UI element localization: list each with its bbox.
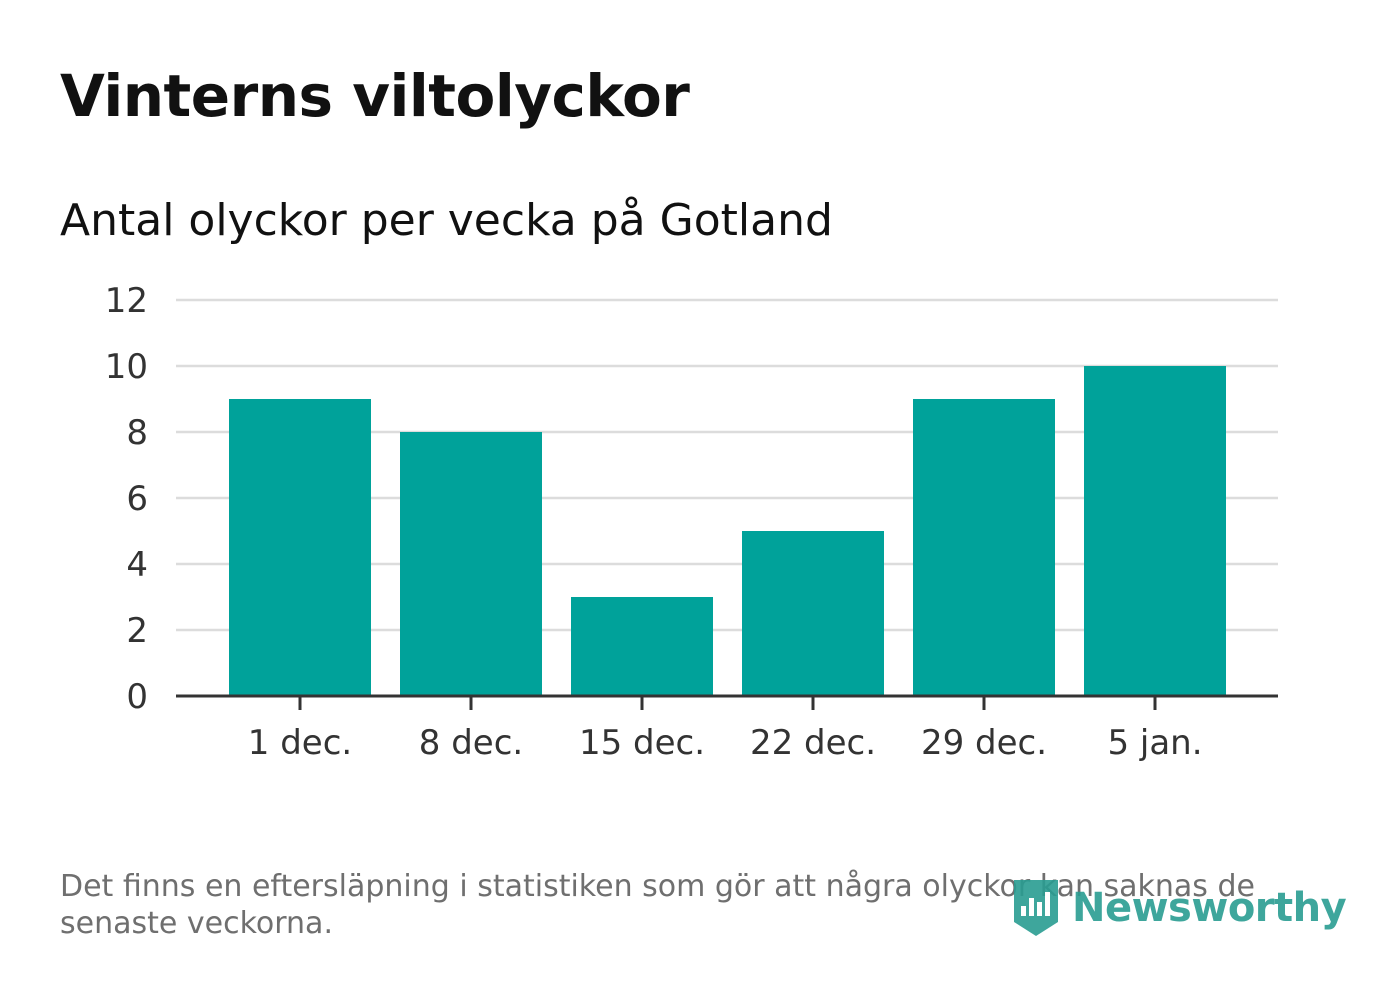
bar bbox=[742, 531, 884, 696]
y-tick-label: 12 bbox=[105, 281, 148, 321]
brand-logo: Newsworthy bbox=[1010, 876, 1347, 940]
y-tick-label: 10 bbox=[105, 347, 148, 387]
x-tick-label: 15 dec. bbox=[579, 723, 705, 763]
y-tick-label: 6 bbox=[126, 479, 148, 519]
x-tick-label: 29 dec. bbox=[921, 723, 1047, 763]
chart-title: Vinterns viltolyckor bbox=[60, 62, 690, 130]
bar bbox=[571, 597, 713, 696]
x-tick-label: 22 dec. bbox=[750, 723, 876, 763]
bar-chart-badge-icon bbox=[1014, 880, 1058, 936]
bar bbox=[400, 432, 542, 696]
x-tick-label: 5 jan. bbox=[1107, 723, 1202, 763]
bar-chart: 0 2 4 6 8 10 12 1 dec. 8 dec. 15 dec. 22 dec. 29 de… bbox=[105, 281, 1278, 763]
bar bbox=[1084, 366, 1226, 696]
y-tick-label: 0 bbox=[126, 677, 148, 717]
bar bbox=[913, 399, 1055, 696]
y-tick-label: 2 bbox=[126, 611, 148, 651]
x-tick-label: 8 dec. bbox=[419, 723, 523, 763]
x-tick-label: 1 dec. bbox=[248, 723, 352, 763]
chart-subtitle: Antal olyckor per vecka på Gotland bbox=[60, 195, 833, 246]
brand-name: Newsworthy bbox=[1072, 885, 1347, 931]
bar bbox=[229, 399, 371, 696]
y-tick-label: 8 bbox=[126, 413, 148, 453]
y-tick-label: 4 bbox=[126, 545, 148, 585]
